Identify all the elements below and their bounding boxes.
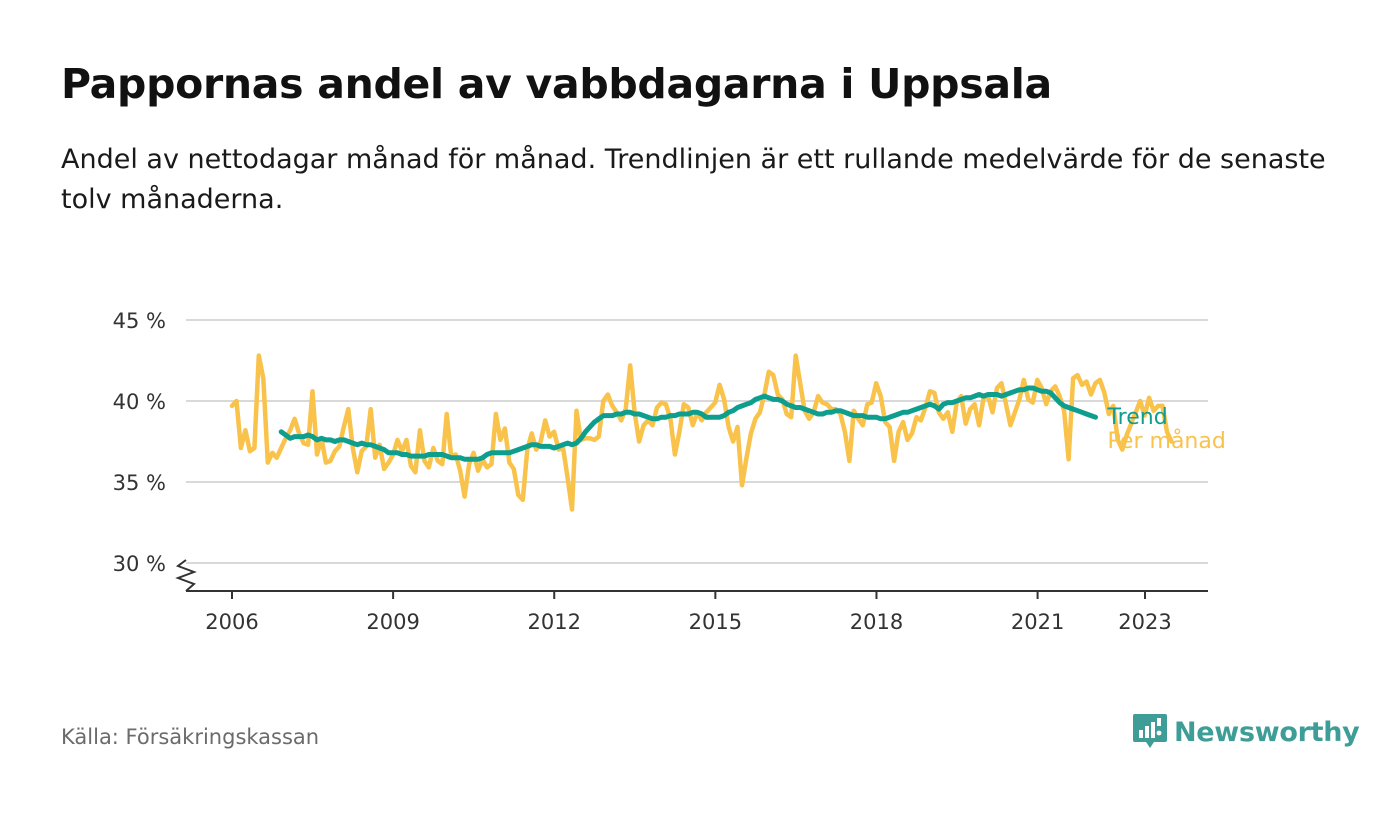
- y-tick-label-45: 45 %: [113, 309, 166, 333]
- chart-subtitle: Andel av nettodagar månad för månad. Tre…: [61, 144, 1326, 215]
- series: [229, 353, 1174, 512]
- y-tick-label-40: 40 %: [113, 390, 166, 414]
- y-axis-ticks: 30 % 35 % 40 % 45 %: [113, 309, 166, 576]
- legend-per-manad: Per månad: [1107, 428, 1225, 454]
- chart-title: Pappornas andel av vabbdagarna i Uppsala: [61, 60, 1052, 108]
- x-tick-label-2009: 2009: [366, 610, 419, 634]
- gridlines: [186, 319, 1208, 564]
- brand-name: Newsworthy: [1174, 716, 1360, 748]
- line-chart: 30 % 35 % 40 % 45 % 2006 2009 2012 2015 2018 202…: [113, 309, 1226, 634]
- x-tick-label-2012: 2012: [528, 610, 581, 634]
- x-tick-label-2021: 2021: [1011, 610, 1064, 634]
- y-tick-label-30: 30 %: [113, 552, 166, 576]
- newsworthy-logo-icon: [1133, 714, 1167, 748]
- x-tick-label-2023: 2023: [1118, 610, 1171, 634]
- source-note: Källa: Försäkringskassan: [61, 725, 320, 749]
- x-tick-label-2015: 2015: [689, 610, 742, 634]
- x-tick-label-2006: 2006: [205, 610, 258, 634]
- series-line-per-manad: [229, 353, 1174, 512]
- x-axis-ticks: 2006 2009 2012 2015 2018 2021 2023: [205, 591, 1172, 634]
- newsworthy-logo[interactable]: Newsworthy: [1132, 712, 1360, 752]
- series-line-trend: [278, 385, 1098, 462]
- y-tick-label-35: 35 %: [113, 471, 166, 495]
- axis-break-icon: [175, 559, 197, 592]
- x-tick-label-2018: 2018: [850, 610, 903, 634]
- legend-trend: Trend: [1106, 405, 1167, 430]
